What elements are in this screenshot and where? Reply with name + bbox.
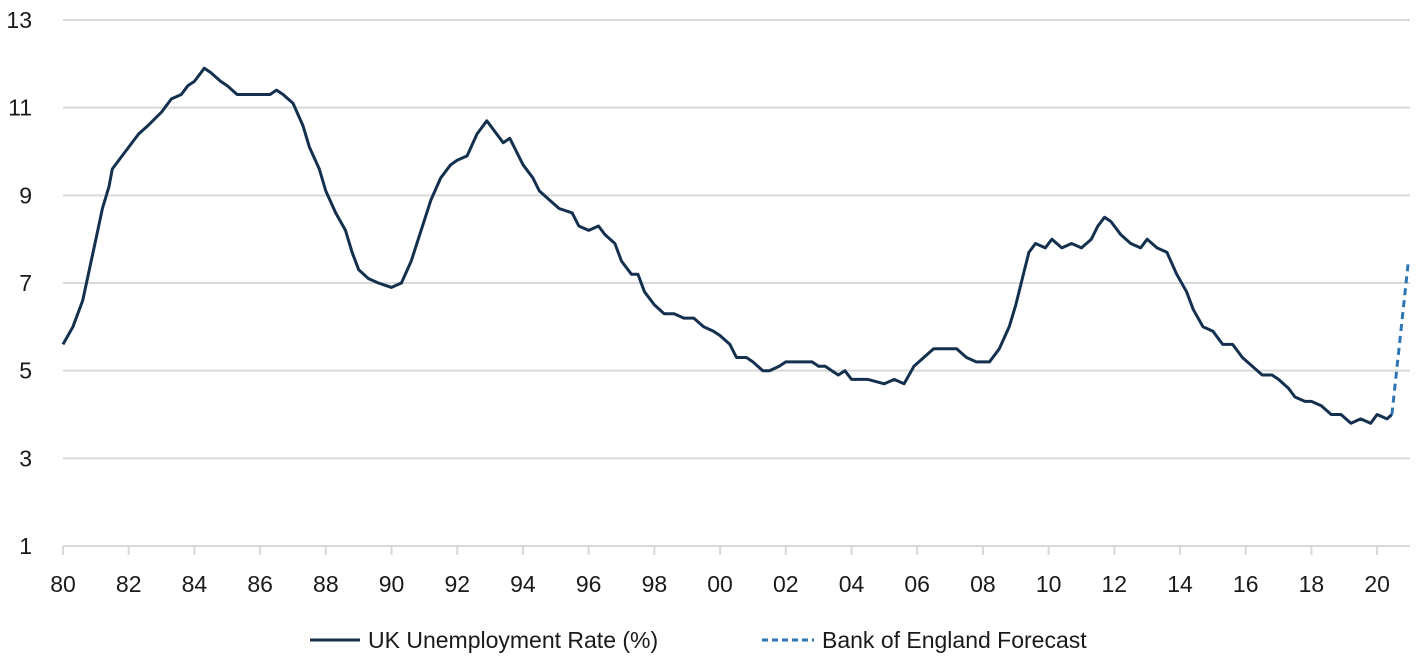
x-tick-label: 84 [182, 571, 208, 597]
x-axis: 80 82 84 86 88 90 92 94 96 98 00 02 04 06 08 10 12 14 16 18… [50, 546, 1390, 597]
y-tick-label: 7 [19, 270, 32, 296]
x-tick-label: 18 [1299, 571, 1325, 597]
x-tick-label: 16 [1233, 571, 1259, 597]
x-tick-label: 04 [839, 571, 865, 597]
y-tick-label: 5 [19, 358, 32, 384]
series-line-unemployment [61, 66, 1393, 425]
y-tick-label: 3 [19, 445, 32, 471]
series-line-forecast [1390, 260, 1410, 415]
legend-label-forecast: Bank of England Forecast [822, 627, 1087, 653]
x-tick-label: 08 [970, 571, 996, 597]
x-tick-label: 86 [247, 571, 273, 597]
x-tick-label: 12 [1102, 571, 1128, 597]
series-lines [61, 66, 1410, 425]
legend-label-unemployment: UK Unemployment Rate (%) [368, 627, 658, 653]
gridlines [63, 19, 1410, 547]
x-tick-label: 06 [904, 571, 930, 597]
x-tick-label: 96 [576, 571, 602, 597]
x-tick-label: 00 [707, 571, 733, 597]
x-tick-label: 90 [379, 571, 405, 597]
x-tick-label: 98 [642, 571, 668, 597]
x-tick-label: 92 [444, 571, 470, 597]
x-tick-label: 10 [1036, 571, 1062, 597]
x-tick-label: 80 [50, 571, 76, 597]
legend: UK Unemployment Rate (%) Bank of England… [310, 627, 1087, 653]
y-tick-label: 1 [19, 533, 32, 559]
y-tick-label: 11 [8, 95, 32, 121]
y-tick-label: 9 [19, 182, 32, 208]
x-tick-label: 20 [1364, 571, 1390, 597]
x-tick-label: 14 [1167, 571, 1193, 597]
x-tick-label: 94 [510, 571, 536, 597]
x-tick-label: 88 [313, 571, 339, 597]
y-tick-label: 13 [6, 7, 32, 33]
x-tick-label: 82 [116, 571, 142, 597]
x-tick-label: 02 [773, 571, 799, 597]
